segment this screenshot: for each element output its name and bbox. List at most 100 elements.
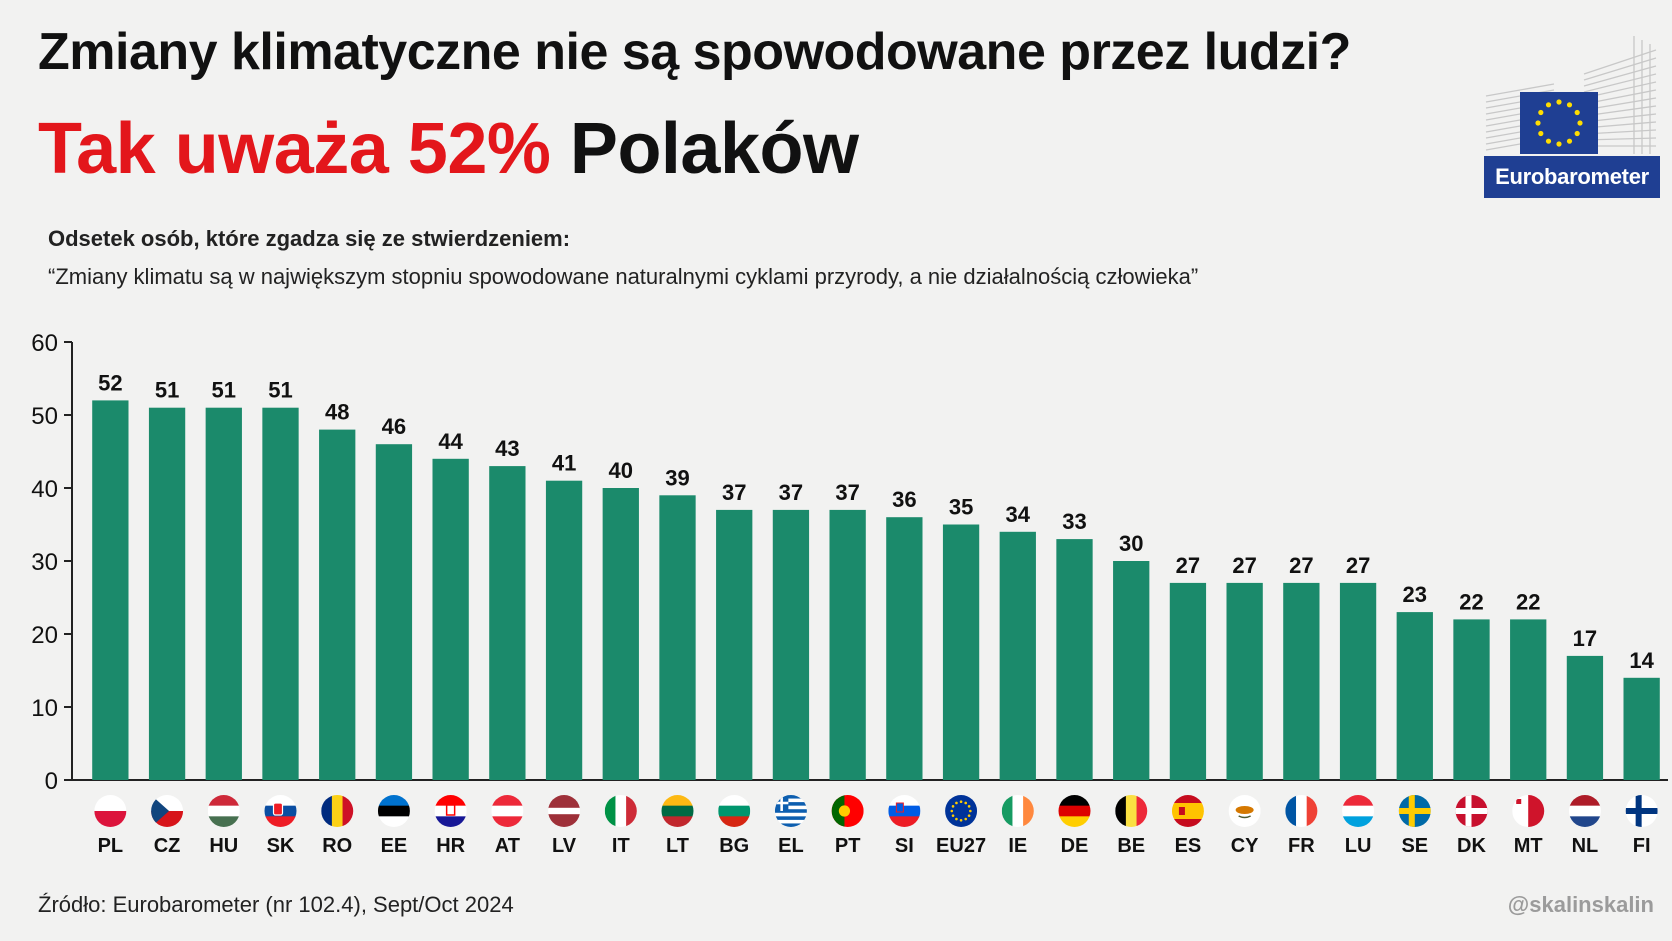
luxembourg-flag-icon — [1342, 795, 1375, 827]
x-tick-label-ee: EE — [381, 835, 408, 857]
italy-flag-icon — [604, 795, 637, 827]
value-label-bg: 37 — [722, 480, 746, 505]
value-label-ie: 34 — [1006, 502, 1031, 527]
czechia-flag-icon — [151, 795, 184, 827]
bar-pl — [92, 400, 129, 780]
eurobarometer-logo-text: Eurobarometer — [1484, 156, 1660, 198]
slovenia-flag-icon — [888, 795, 921, 827]
bar-hu — [205, 407, 242, 780]
value-label-nl: 17 — [1573, 626, 1597, 651]
croatia-flag-icon — [434, 795, 467, 827]
poland-flag-icon — [94, 795, 127, 827]
bar-lt — [659, 495, 696, 780]
value-label-mt: 22 — [1516, 589, 1540, 614]
finland-flag-icon — [1625, 795, 1658, 827]
bar-eu27 — [942, 524, 980, 780]
value-label-lv: 41 — [552, 451, 576, 476]
y-tick-label: 60 — [31, 330, 58, 357]
bar-cz — [148, 407, 186, 780]
y-tick-label: 40 — [31, 476, 58, 503]
denmark-flag-icon — [1455, 795, 1488, 827]
x-tick-label-de: DE — [1061, 835, 1089, 857]
bar-at — [489, 466, 526, 780]
x-tick-label-fi: FI — [1633, 835, 1651, 857]
x-tick-label-it: IT — [612, 835, 630, 857]
x-tick-label-lu: LU — [1345, 835, 1372, 857]
value-label-cz: 51 — [155, 378, 179, 403]
x-tick-label-hr: HR — [436, 835, 465, 857]
bar-se — [1396, 612, 1433, 780]
x-tick-label-be: BE — [1117, 835, 1145, 857]
x-tick-label-pt: PT — [835, 835, 861, 857]
lithuania-flag-icon — [661, 795, 694, 827]
bar-de — [1056, 539, 1093, 780]
value-label-el: 37 — [779, 480, 803, 505]
x-tick-label-pl: PL — [98, 835, 124, 857]
ireland-flag-icon — [1001, 795, 1034, 827]
y-tick-label: 50 — [31, 403, 58, 430]
x-tick-label-lt: LT — [666, 835, 689, 857]
bar-fr — [1283, 582, 1320, 780]
value-label-si: 36 — [892, 487, 916, 512]
chart-headline: Tak uważa 52% Polaków — [38, 108, 859, 190]
sweden-flag-icon — [1398, 795, 1431, 827]
greece-flag-icon — [774, 795, 807, 827]
eurobarometer-logo: Eurobarometer — [1484, 34, 1660, 198]
value-label-lu: 27 — [1346, 553, 1370, 578]
bar-ro — [319, 429, 356, 780]
hungary-flag-icon — [207, 795, 240, 827]
bar-dk — [1453, 619, 1490, 780]
chart-title: Zmiany klimatyczne nie są spowodowane pr… — [38, 23, 1351, 81]
cyprus-flag-icon — [1228, 795, 1261, 827]
bar-cy — [1226, 582, 1263, 780]
value-label-be: 30 — [1119, 531, 1143, 556]
value-label-fr: 27 — [1289, 553, 1313, 578]
slovakia-flag-icon — [264, 795, 297, 827]
bar-chart: 0 10 20 30 40 50 60 52 PL 51 CZ 51 HU 51 SK 48 RO 46 EE 44 H… — [31, 330, 1668, 857]
value-label-hr: 44 — [438, 429, 463, 454]
x-tick-label-ro: RO — [322, 835, 352, 857]
latvia-flag-icon — [548, 795, 581, 827]
x-tick-label-cz: CZ — [154, 835, 181, 857]
x-tick-label-mt: MT — [1514, 835, 1543, 857]
netherlands-flag-icon — [1568, 795, 1601, 827]
bar-nl — [1566, 655, 1604, 780]
value-label-ro: 48 — [325, 400, 349, 425]
bar-es — [1169, 582, 1207, 780]
headline-highlight: Tak uważa 52% — [38, 109, 551, 189]
bar-lu — [1339, 582, 1377, 780]
estonia-flag-icon — [377, 795, 410, 827]
x-tick-label-el: EL — [778, 835, 804, 857]
x-tick-label-lv: LV — [552, 835, 577, 857]
value-label-es: 27 — [1176, 553, 1200, 578]
author-handle: @skalinskalin — [1507, 892, 1654, 917]
chart-subtitle: Odsetek osób, które zgadza się ze stwier… — [48, 226, 571, 251]
y-tick-label: 30 — [31, 549, 58, 576]
value-label-cy: 27 — [1232, 553, 1256, 578]
source-note: Źródło: Eurobarometer (nr 102.4), Sept/O… — [38, 892, 514, 917]
value-label-it: 40 — [609, 458, 633, 483]
x-tick-label-sk: SK — [267, 835, 295, 857]
x-tick-label-si: SI — [895, 835, 914, 857]
belgium-flag-icon — [1115, 795, 1148, 827]
x-tick-label-bg: BG — [719, 835, 749, 857]
x-tick-label-hu: HU — [209, 835, 238, 857]
bar-hr — [432, 458, 469, 780]
france-flag-icon — [1285, 795, 1318, 827]
value-label-pt: 37 — [835, 480, 859, 505]
bar-si — [886, 517, 923, 780]
romania-flag-icon — [321, 795, 354, 827]
x-tick-label-dk: DK — [1457, 835, 1486, 857]
value-label-ee: 46 — [382, 414, 406, 439]
eu-stars-icon — [1535, 99, 1583, 147]
value-label-dk: 22 — [1459, 589, 1483, 614]
germany-flag-icon — [1058, 795, 1091, 827]
x-tick-label-fr: FR — [1288, 835, 1315, 857]
eu-flag-icon — [945, 795, 978, 827]
x-tick-label-es: ES — [1175, 835, 1202, 857]
malta-flag-icon — [1512, 795, 1545, 827]
bar-sk — [262, 407, 299, 780]
bar-ie — [999, 531, 1036, 780]
x-tick-label-eu27: EU27 — [936, 835, 986, 857]
portugal-flag-icon — [831, 795, 864, 827]
